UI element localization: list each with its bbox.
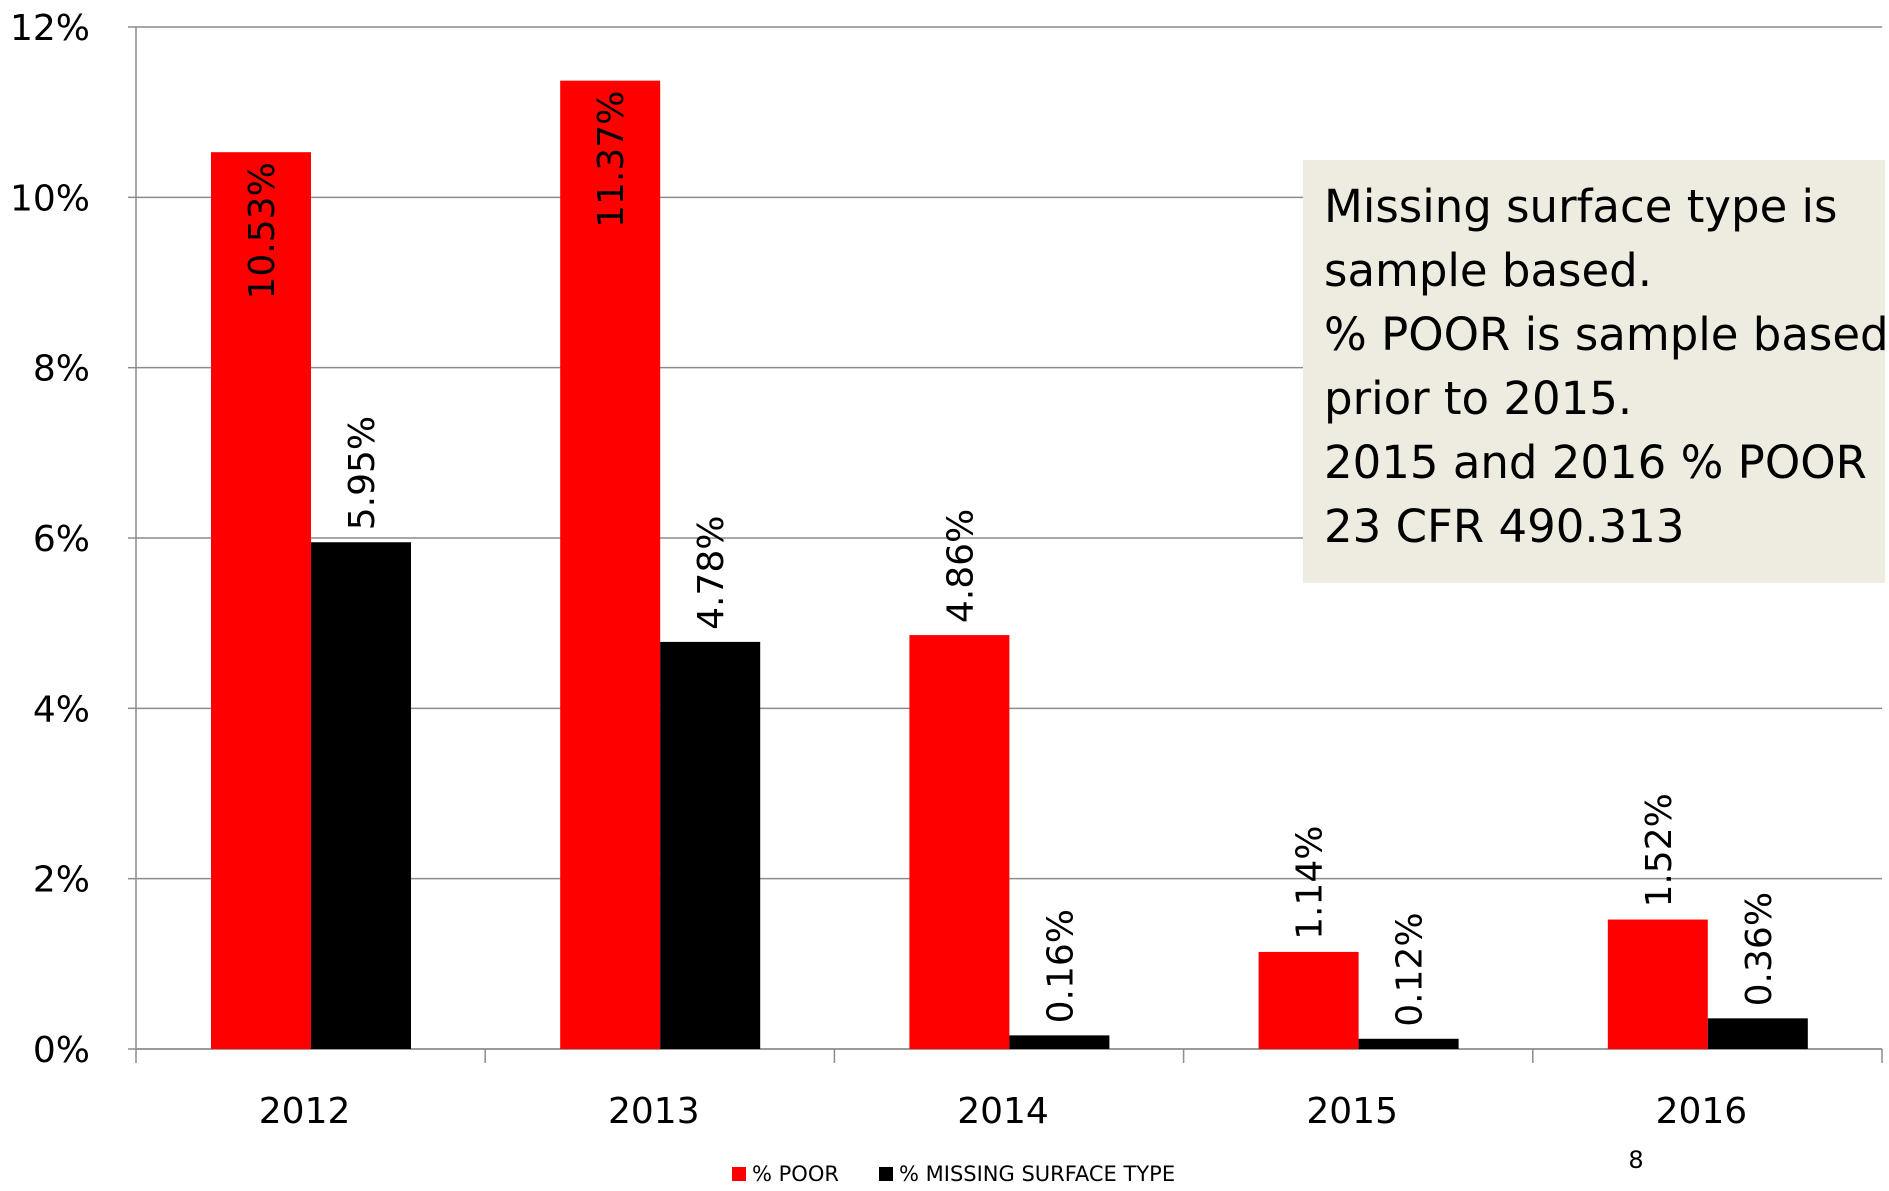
- bar: [660, 641, 761, 1049]
- y-tick-label: 12%: [10, 8, 90, 49]
- y-tick-label: 10%: [10, 178, 90, 219]
- y-tick-label: 0%: [33, 1030, 90, 1071]
- bar: [1358, 1038, 1459, 1049]
- y-tick-label: 6%: [33, 519, 90, 560]
- annotation-box: [1303, 160, 1885, 583]
- data-label: 10.53%: [242, 162, 283, 299]
- bar: [1258, 951, 1359, 1049]
- bar: [1009, 1035, 1110, 1049]
- data-label: 0.36%: [1739, 892, 1780, 1006]
- data-label: 0.16%: [1040, 909, 1081, 1023]
- data-label: 1.14%: [1290, 826, 1331, 940]
- annotation-text: 23 CFR 490.313: [1324, 500, 1685, 553]
- legend-label: % MISSING SURFACE TYPE: [899, 1162, 1175, 1186]
- data-label: 4.86%: [940, 509, 981, 623]
- x-tick-label: 2012: [259, 1091, 351, 1132]
- annotation-text: 2015 and 2016 % POOR: [1324, 436, 1867, 489]
- y-tick-label: 2%: [33, 860, 90, 901]
- annotation-text: Missing surface type is: [1324, 180, 1838, 233]
- x-tick-label: 2014: [957, 1091, 1049, 1132]
- data-label: 1.52%: [1639, 793, 1680, 907]
- data-label: 5.95%: [342, 416, 383, 530]
- annotation-text: sample based.: [1324, 244, 1652, 297]
- bar: [1707, 1018, 1808, 1049]
- y-tick-label: 4%: [33, 689, 90, 730]
- bar: [1607, 919, 1708, 1049]
- legend-swatch: [732, 1167, 746, 1181]
- legend-swatch: [879, 1167, 893, 1181]
- x-tick-label: 2013: [608, 1091, 700, 1132]
- annotation-text: prior to 2015.: [1324, 372, 1632, 425]
- bar: [211, 152, 311, 1049]
- page-number: 8: [1628, 1146, 1643, 1174]
- legend-label: % POOR: [752, 1162, 839, 1186]
- annotation-text: % POOR is sample based: [1324, 308, 1889, 361]
- bar: [560, 80, 661, 1049]
- y-tick-label: 8%: [33, 349, 90, 390]
- bar: [311, 542, 411, 1049]
- data-label: 4.78%: [691, 516, 732, 630]
- data-label: 0.12%: [1390, 912, 1431, 1026]
- x-tick-label: 2016: [1656, 1091, 1748, 1132]
- bar: [909, 635, 1010, 1049]
- x-tick-label: 2015: [1306, 1091, 1398, 1132]
- data-label: 11.37%: [591, 91, 632, 228]
